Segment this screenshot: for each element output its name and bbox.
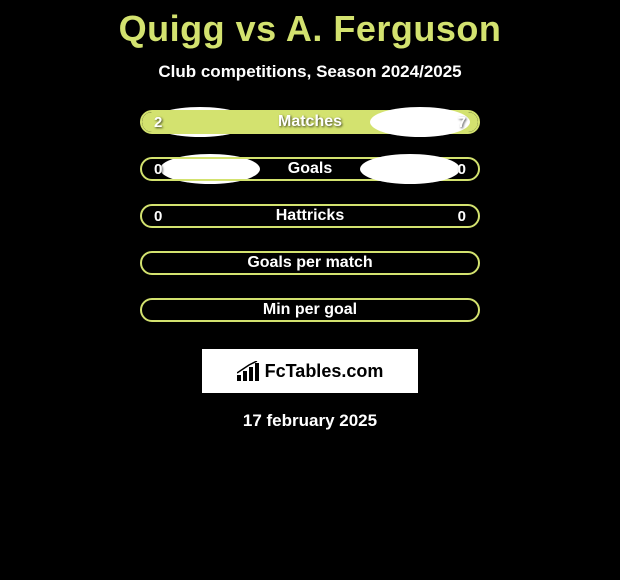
stat-value-left: 0: [154, 161, 162, 178]
page-title: Quigg vs A. Ferguson: [119, 8, 502, 50]
stats-container: 2 Matches 7 0 Goals 0 0 Hattricks 0 Goals per mat…: [140, 110, 480, 345]
stat-label: Goals: [288, 160, 332, 178]
stat-row: 0 Goals 0: [140, 157, 480, 181]
stat-label: Goals per match: [247, 254, 372, 272]
player-right-marker: [370, 107, 470, 137]
stat-row: Min per goal: [140, 298, 480, 322]
page-subtitle: Club competitions, Season 2024/2025: [158, 62, 461, 82]
stat-value-right: 7: [458, 114, 466, 131]
bar-chart-icon: [237, 361, 259, 381]
stat-row: 0 Hattricks 0: [140, 204, 480, 228]
logo-content: FcTables.com: [237, 361, 384, 382]
stat-row: Goals per match: [140, 251, 480, 275]
footer-date: 17 february 2025: [243, 411, 377, 431]
stat-label: Matches: [278, 113, 342, 131]
stat-label: Hattricks: [276, 207, 344, 225]
stat-bar: Goals per match: [140, 251, 480, 275]
stat-bar: Min per goal: [140, 298, 480, 322]
logo-text: FcTables.com: [265, 361, 384, 382]
stat-value-right: 0: [458, 208, 466, 225]
stat-label: Min per goal: [263, 301, 357, 319]
logo-box: FcTables.com: [202, 349, 418, 393]
stat-row: 2 Matches 7: [140, 110, 480, 134]
stat-value-right: 0: [458, 161, 466, 178]
stat-value-left: 0: [154, 208, 162, 225]
stat-bar: 0 Hattricks 0: [140, 204, 480, 228]
stat-value-left: 2: [154, 114, 162, 131]
player-right-marker: [360, 154, 460, 184]
